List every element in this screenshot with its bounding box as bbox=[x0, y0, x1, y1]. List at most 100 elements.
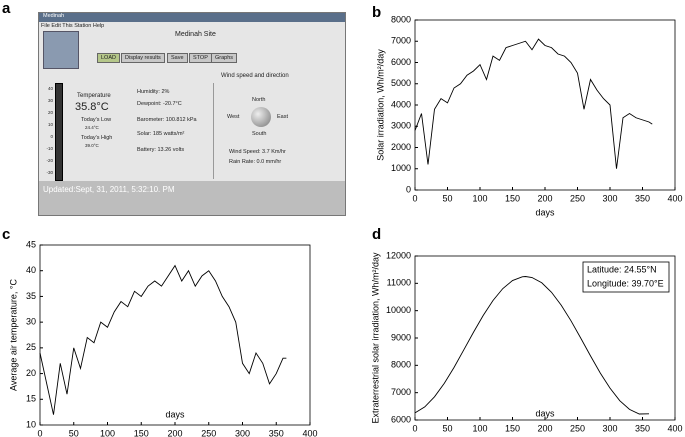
x-tick-label: 100 bbox=[472, 193, 487, 203]
thermo-tick: -20 bbox=[46, 158, 53, 163]
thermo-tick: -30 bbox=[46, 170, 53, 175]
x-tick-label: 300 bbox=[235, 428, 250, 437]
button[interactable]: Graphs bbox=[211, 53, 238, 63]
thermo-tick: 20 bbox=[47, 110, 53, 115]
y-tick-label: 6000 bbox=[391, 414, 411, 424]
x-tick-label: 0 bbox=[37, 428, 42, 437]
x-tick-label: 50 bbox=[442, 193, 452, 203]
x-tick-label: 150 bbox=[505, 193, 520, 203]
thermo-tick: 30 bbox=[47, 98, 53, 103]
panel-label: c bbox=[2, 226, 11, 243]
app-window: Medinah File Edit This Station Help Medi… bbox=[38, 12, 346, 216]
x-axis-label: days bbox=[165, 409, 185, 419]
menu-bar[interactable]: File Edit This Station Help bbox=[41, 23, 105, 29]
y-tick-label: 11000 bbox=[387, 278, 411, 288]
status-bar bbox=[39, 181, 345, 215]
panel-label: a bbox=[2, 0, 11, 17]
y-tick-label: 8000 bbox=[391, 14, 411, 24]
x-tick-label: 250 bbox=[570, 193, 585, 203]
humidity: Humidity: 2% bbox=[137, 89, 170, 95]
y-axis-label: Average air temperature, °C bbox=[8, 279, 18, 391]
logo bbox=[43, 31, 79, 69]
compass-label: North bbox=[252, 97, 266, 103]
thermo-tick: 40 bbox=[47, 86, 53, 91]
x-tick-label: 250 bbox=[570, 423, 585, 433]
x-tick-label: 400 bbox=[302, 428, 317, 437]
compass-label: West bbox=[227, 114, 240, 120]
x-tick-label: 350 bbox=[635, 193, 650, 203]
y-tick-label: 1000 bbox=[391, 163, 411, 173]
panel-label: d bbox=[372, 226, 382, 243]
annotation: Latitude: 24.55°N bbox=[587, 264, 657, 274]
x-tick-label: 350 bbox=[269, 428, 284, 437]
divider bbox=[213, 83, 214, 179]
thermo-scale: 40 30 20 10 0 -10 -20 -30 bbox=[41, 83, 53, 179]
y-tick-label: 8000 bbox=[391, 360, 411, 370]
x-tick-label: 100 bbox=[100, 428, 115, 437]
data-line bbox=[39, 264, 287, 415]
x-tick-label: 300 bbox=[602, 193, 617, 203]
y-tick-label: 9000 bbox=[391, 332, 411, 342]
y-tick-label: 25 bbox=[26, 342, 36, 352]
annotation-box bbox=[582, 261, 670, 293]
y-tick-label: 2000 bbox=[391, 142, 411, 152]
x-tick-label: 400 bbox=[667, 423, 682, 433]
y-tick-label: 0 bbox=[406, 184, 411, 194]
x-tick-label: 200 bbox=[537, 193, 552, 203]
x-axis-label: days bbox=[535, 408, 555, 418]
updated: Updated:Sept, 31, 2011, 5:32:10. PM bbox=[43, 185, 175, 194]
low: 24.4°C bbox=[85, 125, 99, 130]
plot-frame bbox=[414, 255, 676, 421]
rain-rate: Rain Rate: 0.0 mm/hr bbox=[229, 159, 282, 165]
y-tick-label: 6000 bbox=[391, 57, 411, 67]
panel-label: b bbox=[372, 4, 382, 21]
y-axis-label: Solar irradiation, Wh/m²/day bbox=[375, 49, 385, 161]
x-tick-label: 150 bbox=[505, 423, 520, 433]
x-axis-label: days bbox=[535, 207, 555, 217]
x-tick-label: 50 bbox=[442, 423, 452, 433]
y-tick-label: 7000 bbox=[391, 387, 411, 397]
x-tick-label: 150 bbox=[134, 428, 149, 437]
dewpoint: Dewpoint: -20.7°C bbox=[137, 101, 182, 107]
x-tick-label: 200 bbox=[537, 423, 552, 433]
y-tick-label: 12000 bbox=[386, 250, 411, 260]
thermo-tick: 0 bbox=[50, 134, 53, 139]
button[interactable]: Display results bbox=[121, 53, 165, 63]
thermo-tick: 10 bbox=[47, 122, 53, 127]
y-tick-label: 35 bbox=[26, 291, 36, 301]
x-tick-label: 400 bbox=[667, 193, 682, 203]
y-tick-label: 3000 bbox=[391, 121, 411, 131]
compass bbox=[251, 107, 271, 127]
button[interactable]: STOP bbox=[189, 53, 212, 63]
y-tick-label: 7000 bbox=[391, 36, 411, 46]
thermometer bbox=[55, 83, 63, 181]
plot-frame bbox=[414, 19, 676, 191]
y-tick-label: 45 bbox=[26, 239, 36, 249]
y-axis-label: Extraterrestrial solar irradiation, Wh/m… bbox=[370, 252, 380, 424]
y-tick-label: 20 bbox=[26, 368, 36, 378]
compass-label: East bbox=[277, 114, 289, 120]
thermo-tick: -10 bbox=[46, 146, 53, 151]
y-tick-label: 15 bbox=[26, 394, 36, 404]
x-tick-label: 250 bbox=[201, 428, 216, 437]
wind-speed: Wind Speed: 3.7 Km/hr bbox=[229, 149, 286, 155]
battery: Battery: 13.26 volts bbox=[137, 147, 185, 153]
button[interactable]: Save bbox=[167, 53, 188, 63]
temperature: 35.8°C bbox=[75, 101, 109, 113]
x-tick-label: 300 bbox=[602, 423, 617, 433]
window-title: Medinah bbox=[43, 13, 65, 19]
barometer: Barometer: 100.812 kPa bbox=[137, 117, 197, 123]
x-tick-label: 200 bbox=[167, 428, 182, 437]
temperature-label: Temperature bbox=[77, 93, 111, 99]
x-tick-label: 100 bbox=[472, 423, 487, 433]
annotation: Longitude: 39.70°E bbox=[587, 278, 664, 288]
x-tick-label: 50 bbox=[69, 428, 79, 437]
low-label: Today's Low bbox=[81, 117, 112, 123]
y-tick-label: 40 bbox=[26, 265, 36, 275]
y-tick-label: 4000 bbox=[391, 99, 411, 109]
y-tick-label: 10000 bbox=[386, 305, 411, 315]
compass-label: South bbox=[252, 131, 267, 137]
x-tick-label: 0 bbox=[412, 423, 417, 433]
button[interactable]: LOAD bbox=[97, 53, 120, 63]
